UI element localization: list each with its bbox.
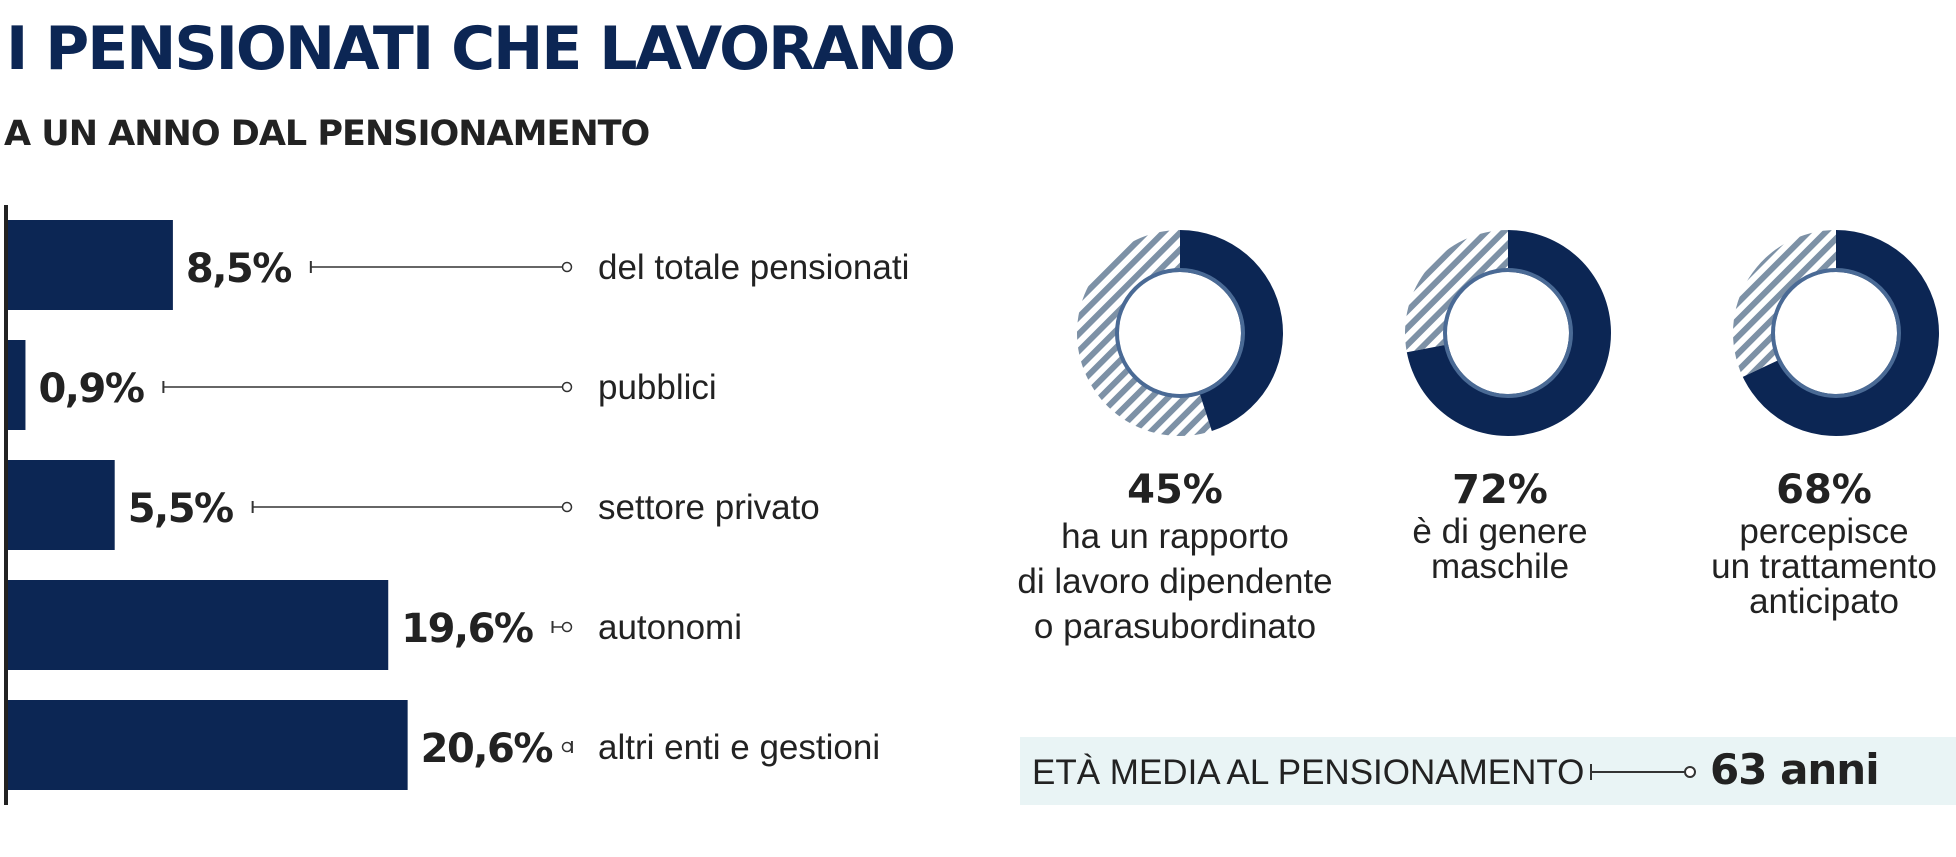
donut-value-3: 68% xyxy=(1776,467,1872,513)
age-leader-dot xyxy=(1684,766,1696,778)
age-leader-line xyxy=(1590,771,1688,773)
donut-label-1: ha un rapporto di lavoro dipendente o pa… xyxy=(1017,517,1333,646)
leader-dot xyxy=(561,621,573,633)
donut-rest-segment xyxy=(1732,230,1836,377)
bar xyxy=(8,220,173,310)
bar-category-label: altri enti e gestioni xyxy=(598,728,880,767)
bar-value-label: 20,6% xyxy=(421,726,553,772)
average-age-value: 63 anni xyxy=(1710,745,1880,794)
leader-dot xyxy=(561,381,573,393)
bar-category-label: settore privato xyxy=(598,488,820,527)
donut-caption-2: 72% è di genere maschile xyxy=(1320,466,1680,584)
chart-title: I PENSIONATI CHE LAVORANO xyxy=(6,14,956,84)
donut-value-2: 72% xyxy=(1452,467,1548,513)
leader-dot xyxy=(561,261,573,273)
bar xyxy=(8,340,26,430)
bar-value-label: 19,6% xyxy=(401,606,533,652)
leader-dot xyxy=(561,501,573,513)
bar-value-label: 5,5% xyxy=(128,486,233,532)
donut-caption-1: 45% ha un rapporto di lavoro dipendente … xyxy=(995,466,1355,649)
leader-dot xyxy=(561,741,573,753)
bar-category-label: pubblici xyxy=(598,368,717,407)
bar-category-label: autonomi xyxy=(598,608,742,647)
donut-caption-3: 68% percepisce un trattamento anticipato xyxy=(1644,466,1956,619)
donut-value-segment xyxy=(1180,230,1283,431)
donut-label-2: è di genere maschile xyxy=(1412,512,1588,586)
donut-value-segment xyxy=(1742,230,1940,436)
bar xyxy=(8,700,408,790)
donut-value-1: 45% xyxy=(1127,467,1223,513)
bar xyxy=(8,460,115,550)
donut-inner-ring xyxy=(1443,268,1573,398)
donut-label-3: percepisce un trattamento anticipato xyxy=(1711,512,1937,621)
bar xyxy=(8,580,389,670)
chart-subtitle: A UN ANNO DAL PENSIONAMENTO xyxy=(4,114,650,154)
donut-inner-ring xyxy=(1771,268,1901,398)
bar-value-label: 8,5% xyxy=(186,246,291,292)
average-age-label: ETÀ MEDIA AL PENSIONAMENTO xyxy=(1032,753,1585,792)
donut-inner-ring xyxy=(1115,268,1245,398)
donut-value-segment xyxy=(1406,230,1612,436)
donut-rest-segment xyxy=(1077,230,1212,436)
bar-category-label: del totale pensionati xyxy=(598,248,909,287)
average-age-box: ETÀ MEDIA AL PENSIONAMENTO 63 anni xyxy=(1020,737,1956,805)
bar-value-label: 0,9% xyxy=(38,366,143,412)
bar-chart: 8,5% del totale pensionati 0,9% pubblici 5,5… xyxy=(4,205,909,805)
bar-axis xyxy=(4,205,8,805)
donut-rest-segment xyxy=(1405,230,1508,353)
